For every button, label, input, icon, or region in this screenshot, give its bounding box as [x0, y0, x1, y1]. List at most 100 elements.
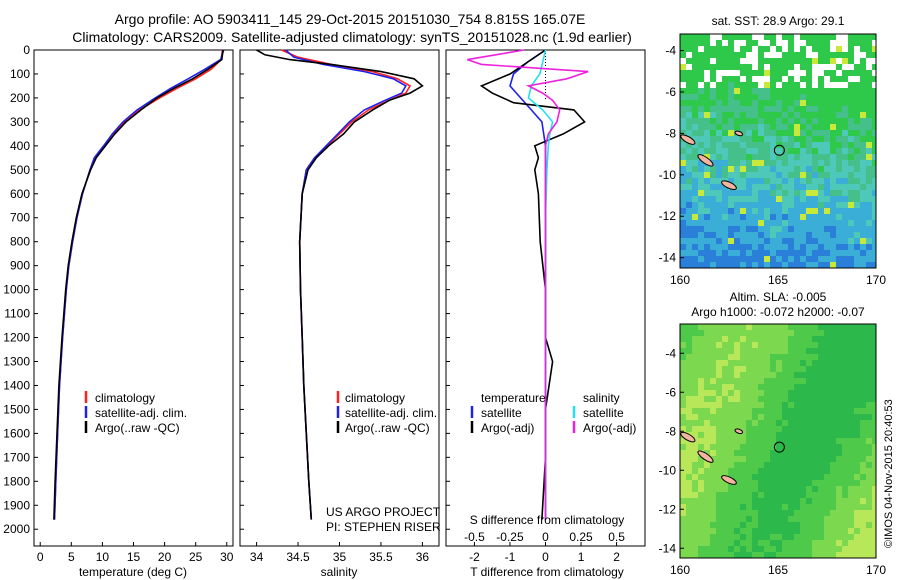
map-cell	[704, 546, 710, 552]
map-cell	[848, 516, 854, 522]
map-cell	[758, 202, 764, 208]
map-cell	[710, 354, 716, 360]
map-cell	[872, 510, 876, 516]
map-cell	[794, 336, 800, 342]
map-cell	[680, 196, 686, 202]
map-cell	[866, 34, 872, 40]
map-cell	[716, 190, 722, 196]
map-cell	[770, 208, 776, 214]
map-cell	[848, 450, 854, 456]
map-cell	[704, 70, 710, 76]
map-cell	[860, 366, 866, 372]
map-cell	[722, 250, 728, 256]
map-cell	[758, 552, 764, 558]
map-cell	[818, 396, 824, 402]
map-cell	[794, 348, 800, 354]
map-cell	[758, 232, 764, 238]
map-cell	[794, 420, 800, 426]
map-cell	[830, 432, 836, 438]
map-cell	[728, 474, 734, 480]
map-cell	[776, 384, 782, 390]
map-cell	[860, 106, 866, 112]
map-cell	[746, 432, 752, 438]
map-cell	[716, 46, 722, 52]
island-0	[680, 431, 696, 443]
map-cell	[710, 324, 716, 330]
map-cell	[794, 354, 800, 360]
map-cell	[842, 384, 848, 390]
map-cell	[788, 546, 794, 552]
map-cell	[800, 82, 806, 88]
map-cell	[752, 450, 758, 456]
map-cell	[854, 360, 860, 366]
map-cell	[764, 166, 770, 172]
map-cell	[704, 244, 710, 250]
map-cell	[692, 250, 698, 256]
map-cell	[800, 256, 806, 262]
map-cell	[722, 256, 728, 262]
map-cell	[824, 238, 830, 244]
map-cell	[800, 546, 806, 552]
map-cell	[746, 46, 752, 52]
map-cell	[812, 46, 818, 52]
map-cell	[680, 498, 686, 504]
map-cell	[824, 130, 830, 136]
map-cell	[836, 100, 842, 106]
map-cell	[830, 378, 836, 384]
map-cell	[848, 244, 854, 250]
map-cell	[800, 232, 806, 238]
map-cell	[752, 432, 758, 438]
map-cell	[836, 148, 842, 154]
map-cell	[692, 76, 698, 82]
map-cell	[728, 34, 734, 40]
map-cell	[764, 378, 770, 384]
map-cell	[770, 510, 776, 516]
map-cell	[680, 528, 686, 534]
map-cell	[794, 148, 800, 154]
map-cell	[842, 450, 848, 456]
map-cell	[836, 492, 842, 498]
map-cell	[806, 534, 812, 540]
map-cell	[782, 82, 788, 88]
map-cell	[686, 244, 692, 250]
map-cell	[722, 166, 728, 172]
map-cell	[740, 528, 746, 534]
map-cell	[806, 226, 812, 232]
map-cell	[818, 486, 824, 492]
map-cell	[812, 52, 818, 58]
map-cell	[734, 46, 740, 52]
map-cell	[698, 100, 704, 106]
map-cell	[842, 456, 848, 462]
map-cell	[734, 166, 740, 172]
map-cell	[704, 330, 710, 336]
map-cell	[866, 504, 872, 510]
map-cell	[776, 82, 782, 88]
map-cell	[782, 34, 788, 40]
map-cell	[836, 438, 842, 444]
map-cell	[794, 100, 800, 106]
map-cell	[710, 390, 716, 396]
map-cell	[734, 384, 740, 390]
map-cell	[692, 190, 698, 196]
map-cell	[794, 166, 800, 172]
map-cell	[800, 324, 806, 330]
map-cell	[680, 40, 686, 46]
map-cell	[716, 94, 722, 100]
map-cell	[812, 58, 818, 64]
map-cell	[782, 70, 788, 76]
map-cell	[806, 492, 812, 498]
map-cell	[710, 256, 716, 262]
map-cell	[764, 354, 770, 360]
map-cell	[872, 504, 876, 510]
map-cell	[782, 238, 788, 244]
map-cell	[704, 46, 710, 52]
map-cell	[860, 40, 866, 46]
map-cell	[752, 88, 758, 94]
map-cell	[698, 88, 704, 94]
map-cell	[788, 244, 794, 250]
map-cell	[794, 408, 800, 414]
map-cell	[812, 214, 818, 220]
map-cell	[734, 88, 740, 94]
map-cell	[782, 546, 788, 552]
map-cell	[866, 522, 872, 528]
